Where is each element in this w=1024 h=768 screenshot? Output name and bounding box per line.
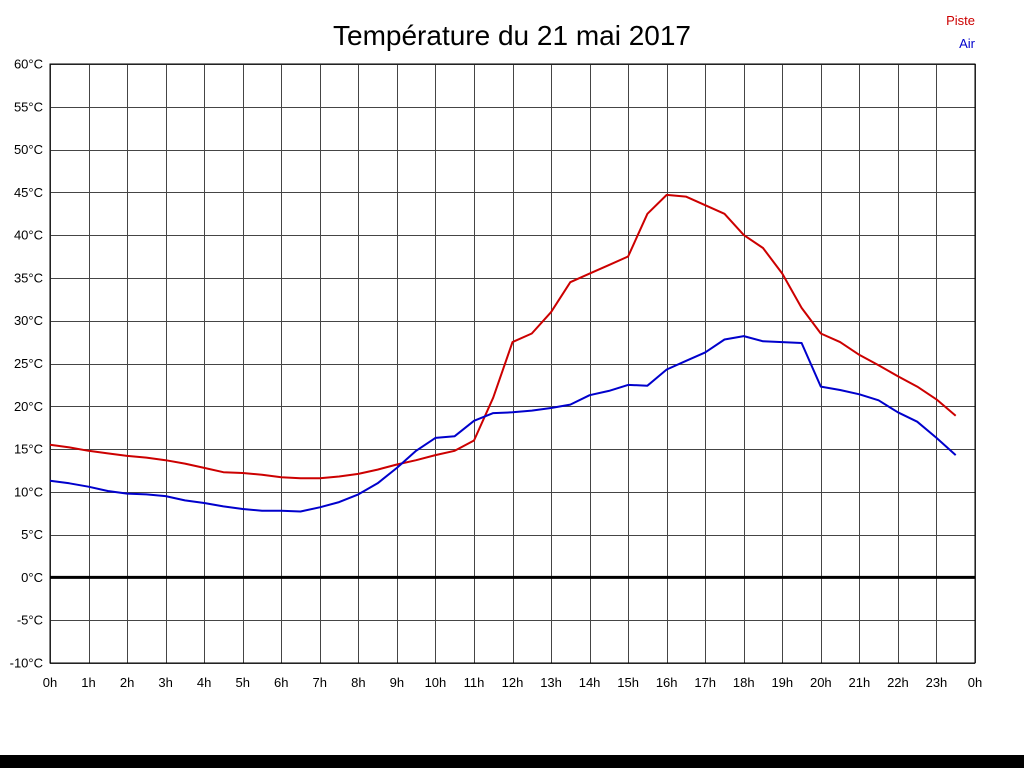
legend-piste-label: Piste	[946, 13, 975, 28]
x-tick-label: 1h	[81, 675, 95, 690]
y-tick-label: -5°C	[17, 613, 43, 628]
x-tick-label: 9h	[390, 675, 404, 690]
y-tick-label: 10°C	[14, 484, 43, 499]
x-tick-label: 14h	[579, 675, 601, 690]
x-tick-label: 0h	[968, 675, 982, 690]
x-tick-label: 2h	[120, 675, 134, 690]
y-tick-label: 5°C	[21, 527, 43, 542]
piste-line	[49, 193, 957, 480]
plot-border	[49, 63, 976, 664]
y-tick-label: 15°C	[14, 442, 43, 457]
y-tick-label: 55°C	[14, 99, 43, 114]
x-tick-label: 23h	[926, 675, 948, 690]
x-tick-label: 12h	[502, 675, 524, 690]
x-tick-label: 20h	[810, 675, 832, 690]
bottom-black-bar	[0, 755, 1024, 768]
legend: Piste Air	[946, 9, 975, 55]
legend-air-label: Air	[959, 36, 975, 51]
x-tick-label: 0h	[43, 675, 57, 690]
chart-title: Température du 21 mai 2017	[333, 20, 691, 51]
x-tick-label: 16h	[656, 675, 678, 690]
x-tick-label: 15h	[617, 675, 639, 690]
x-tick-label: 10h	[425, 675, 447, 690]
y-tick-label: 60°C	[14, 57, 43, 72]
x-tick-label: 13h	[540, 675, 562, 690]
y-tick-label: 50°C	[14, 142, 43, 157]
x-tick-label: 3h	[158, 675, 172, 690]
y-tick-label: 25°C	[14, 356, 43, 371]
y-tick-label: 0°C	[21, 570, 43, 585]
x-tick-label: 4h	[197, 675, 211, 690]
x-tick-label: 5h	[235, 675, 249, 690]
air-line	[49, 335, 957, 513]
x-tick-label: 18h	[733, 675, 755, 690]
x-tick-label: 17h	[694, 675, 716, 690]
y-tick-label: 30°C	[14, 313, 43, 328]
x-tick-label: 21h	[849, 675, 871, 690]
y-tick-label: -10°C	[10, 656, 43, 671]
x-tick-label: 7h	[313, 675, 327, 690]
x-tick-label: 6h	[274, 675, 288, 690]
x-tick-label: 11h	[464, 675, 485, 690]
y-tick-label: 40°C	[14, 228, 43, 243]
x-tick-label: 19h	[771, 675, 793, 690]
y-tick-label: 45°C	[14, 185, 43, 200]
y-tick-label: 35°C	[14, 270, 43, 285]
x-tick-label: 8h	[351, 675, 365, 690]
y-tick-label: 20°C	[14, 399, 43, 414]
x-tick-label: 22h	[887, 675, 909, 690]
